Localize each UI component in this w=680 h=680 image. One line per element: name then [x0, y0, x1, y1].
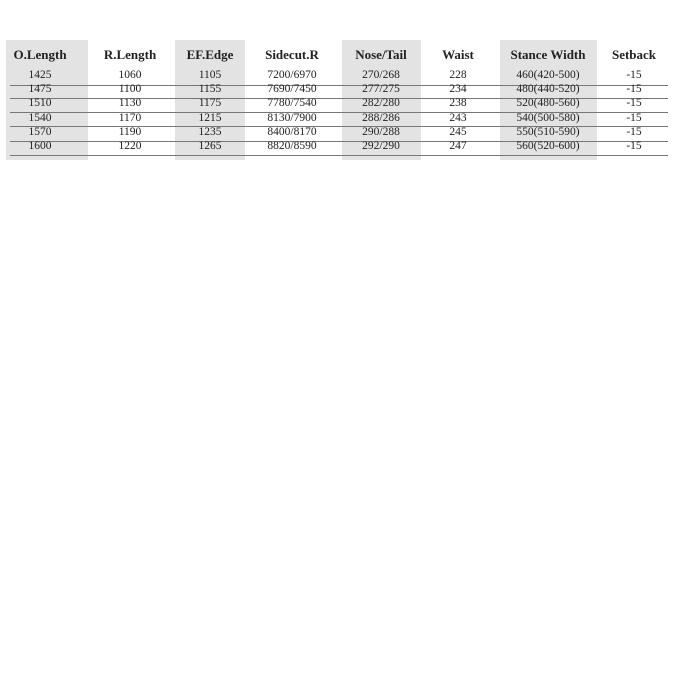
row-divider [10, 112, 668, 113]
table-cell: 1215 [198, 111, 222, 124]
table-cell: 1220 [118, 139, 142, 152]
table-cell: 238 [449, 97, 467, 110]
table-cell: 228 [449, 69, 467, 81]
table-cell: 288/286 [362, 111, 400, 124]
table-cell: 282/280 [362, 97, 400, 110]
table-column: Sidecut.R 7200/6970 7690/7450 7780/7540 8130… [242, 44, 342, 153]
row-divider [10, 141, 668, 142]
table-cell: 1425 [28, 69, 52, 81]
table-cell: -15 [626, 139, 642, 152]
table-cell: 8400/8170 [267, 125, 317, 138]
row-divider [10, 98, 668, 99]
table-column: Stance Width 460(420-500) 480(440-520) 520(… [498, 44, 598, 153]
table-cell: 8820/8590 [267, 139, 317, 152]
table-cell: 460(420-500) [516, 69, 580, 81]
table-cell: 1155 [198, 83, 222, 96]
table-cell: 1540 [28, 111, 52, 124]
table-cell: 8130/7900 [267, 111, 317, 124]
column-header: O.Length [13, 47, 67, 62]
column-header: Waist [442, 47, 474, 62]
table-cell: 1235 [198, 125, 222, 138]
row-divider [10, 85, 668, 86]
table-cell: 1475 [28, 83, 52, 96]
table-cell: 1190 [118, 125, 142, 138]
table-cell: -15 [626, 111, 642, 124]
row-divider [10, 155, 668, 156]
table-cell: 290/288 [362, 125, 400, 138]
table-cell: 277/275 [362, 83, 400, 96]
table-column: O.Length 1425 1475 1510 1540 1570 1600 [0, 44, 90, 153]
table-cell: 1170 [118, 111, 142, 124]
column-shade [175, 40, 245, 160]
table-cell: -15 [626, 97, 642, 110]
column-shade [500, 40, 597, 160]
column-header: R.Length [103, 47, 157, 62]
table-cell: 550(510-590) [516, 125, 580, 138]
table-cell: 1265 [198, 139, 222, 152]
table-cell: -15 [626, 69, 642, 81]
table-cell: 243 [449, 111, 467, 124]
table-column: Setback -15 -15 -15 -15 -15 -15 [584, 44, 680, 153]
table-column: Waist 228 234 238 243 245 247 [408, 44, 508, 153]
table-cell: 560(520-600) [516, 139, 580, 152]
column-header: Sidecut.R [265, 47, 319, 62]
table-cell: -15 [626, 83, 642, 96]
table-cell: 520(480-560) [516, 97, 580, 110]
column-header: EF.Edge [186, 47, 234, 62]
table-cell: 540(500-580) [516, 111, 580, 124]
table-cell: 1060 [118, 69, 142, 81]
table-cell: 1130 [118, 97, 142, 110]
table-cell: -15 [626, 125, 642, 138]
table-cell: 7780/7540 [267, 97, 317, 110]
table-column: EF.Edge 1105 1155 1175 1215 1235 1265 [160, 44, 260, 153]
table-cell: 7200/6970 [267, 69, 317, 81]
table-cell: 1100 [118, 83, 142, 96]
column-shade [342, 40, 421, 160]
table-cell: 7690/7450 [267, 83, 317, 96]
table-column: R.Length 1060 1100 1130 1170 1190 1220 [80, 44, 180, 153]
table-cell: 1175 [198, 97, 222, 110]
column-shade [6, 40, 88, 160]
column-header: Stance Width [510, 47, 586, 62]
table-cell: 270/268 [362, 69, 400, 81]
table-cell: 247 [449, 139, 467, 152]
table-cell: 292/290 [362, 139, 400, 152]
column-header: Nose/Tail [355, 47, 407, 62]
table-cell: 1510 [28, 97, 52, 110]
column-header: Setback [611, 47, 657, 62]
table-cell: 1600 [28, 139, 52, 152]
table-column: Nose/Tail 270/268 277/275 282/280 288/286 290… [331, 44, 431, 153]
table-cell: 480(440-520) [516, 83, 580, 96]
table-cell: 234 [449, 83, 467, 96]
row-divider [10, 126, 668, 127]
table-cell: 245 [449, 125, 467, 138]
table-cell: 1105 [198, 69, 222, 81]
table-cell: 1570 [28, 125, 52, 138]
